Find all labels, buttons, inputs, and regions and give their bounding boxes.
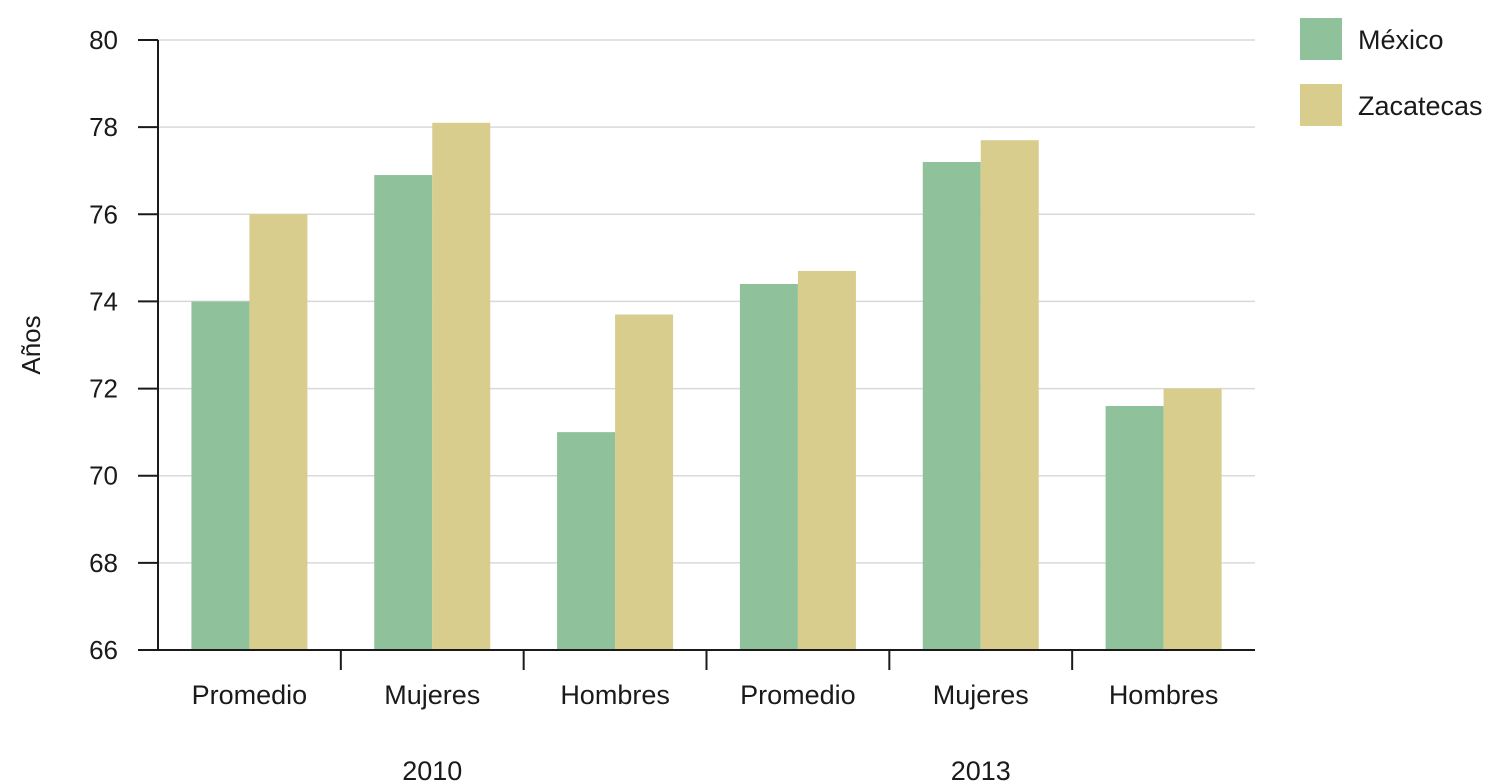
x-category-label: Promedio bbox=[192, 680, 308, 710]
bar-zacatecas-1 bbox=[249, 214, 308, 651]
y-tick-label: 76 bbox=[89, 199, 118, 229]
y-tick-label: 80 bbox=[89, 25, 118, 55]
x-category-label: Mujeres bbox=[384, 680, 480, 710]
y-tick-label: 66 bbox=[89, 635, 118, 665]
x-category-label: Mujeres bbox=[933, 680, 1029, 710]
bar-m-xico-3 bbox=[557, 432, 616, 650]
gridlines bbox=[158, 39, 1255, 564]
bar-m-xico-6 bbox=[1105, 406, 1164, 650]
bar-m-xico-2 bbox=[374, 175, 433, 651]
legend: México Zacatecas bbox=[1300, 18, 1483, 126]
x-category-label: Promedio bbox=[740, 680, 856, 710]
labels: 66 68 70 72 74 76 78 80 Años Promedio Mujeres Hombr… bbox=[16, 25, 1218, 784]
bar-zacatecas-2 bbox=[432, 122, 491, 651]
y-tick-label: 68 bbox=[89, 548, 118, 578]
bars bbox=[191, 122, 1222, 651]
legend-label: Zacatecas bbox=[1358, 91, 1483, 121]
y-tick-label: 70 bbox=[89, 461, 118, 491]
legend-label: México bbox=[1358, 25, 1444, 55]
bar-zacatecas-5 bbox=[980, 140, 1039, 650]
bar-zacatecas-6 bbox=[1163, 388, 1222, 650]
axes bbox=[138, 39, 1255, 670]
x-category-label: Hombres bbox=[1109, 680, 1219, 710]
bar-m-xico-5 bbox=[922, 162, 981, 650]
bar-m-xico-4 bbox=[739, 284, 798, 650]
legend-swatch bbox=[1300, 18, 1342, 60]
bar-zacatecas-3 bbox=[615, 314, 674, 650]
y-axis-title: Años bbox=[16, 315, 46, 374]
bar-zacatecas-4 bbox=[797, 270, 856, 650]
x-group-label: 2010 bbox=[402, 756, 462, 784]
y-tick-label: 74 bbox=[89, 286, 118, 316]
y-tick-label: 78 bbox=[89, 112, 118, 142]
y-tick-label: 72 bbox=[89, 374, 118, 404]
x-group-label: 2013 bbox=[951, 756, 1011, 784]
legend-swatch bbox=[1300, 84, 1342, 126]
bar-m-xico-1 bbox=[191, 301, 250, 650]
x-category-label: Hombres bbox=[560, 680, 670, 710]
